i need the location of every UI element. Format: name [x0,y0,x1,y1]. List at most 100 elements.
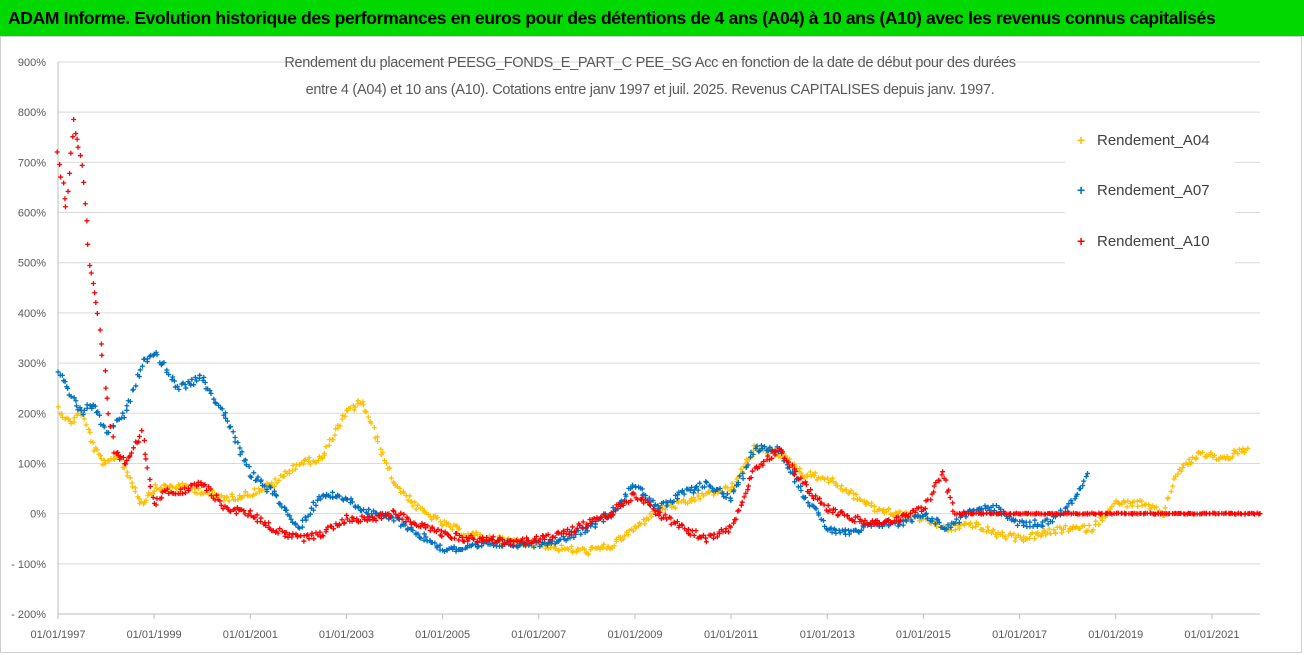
data-point [1011,531,1017,537]
data-point [1035,522,1041,528]
data-point [1204,452,1210,458]
data-point [552,546,558,552]
data-point [173,485,179,491]
data-point [687,488,693,494]
data-point [164,486,170,492]
data-point [736,474,742,480]
data-point [559,531,565,537]
data-point [258,515,264,521]
data-point [330,495,336,501]
data-point [647,511,653,517]
data-point [1257,511,1263,517]
data-point [67,170,73,176]
data-point [75,144,81,150]
y-tick-label: 0% [30,509,46,521]
data-point [672,505,678,511]
data-point [82,201,88,207]
data-point [829,475,835,481]
data-point [1059,530,1065,536]
data-point [170,374,176,380]
data-point [1139,503,1145,509]
data-point [723,495,729,501]
data-point [438,528,444,534]
data-point [413,506,419,512]
data-point [1146,502,1152,508]
data-point [992,531,998,537]
data-point [869,518,875,524]
data-point [697,496,703,502]
data-point [923,510,929,516]
data-point [943,477,949,483]
data-point [733,516,739,522]
data-point [639,495,645,501]
data-point [55,369,61,375]
data-point [848,488,854,494]
data-point [945,522,951,528]
data-point [211,396,217,402]
data-point [1168,489,1174,495]
data-point [1193,455,1199,461]
data-point [1093,511,1099,517]
data-point [829,529,835,535]
data-point [106,430,112,436]
data-point [194,378,200,384]
data-point [807,503,813,509]
data-point [223,415,229,421]
data-point [241,508,247,514]
data-point [73,398,79,404]
data-point [566,531,572,537]
data-point [812,470,818,476]
data-point [769,455,775,461]
data-point [811,496,817,502]
data-point [54,149,60,155]
data-point [330,489,336,495]
data-point [405,497,411,503]
data-point [336,493,342,499]
data-point [869,500,875,506]
data-point [731,520,737,526]
data-point [139,363,145,369]
data-point [415,531,421,537]
data-point [909,519,915,525]
data-point [85,241,91,247]
data-point [664,503,670,509]
data-point [145,493,151,499]
data-point [859,518,865,524]
data-point [728,524,734,530]
data-point [271,488,277,494]
data-point [398,510,404,516]
data-point [62,204,68,210]
data-point [262,483,268,489]
data-point [738,466,744,472]
data-point [668,521,674,527]
data-point [728,498,734,504]
data-point [59,411,65,417]
data-point [936,519,942,525]
data-point [822,476,828,482]
data-point [643,493,649,499]
data-point [613,506,619,512]
data-point [508,538,514,544]
data-point [970,525,976,531]
data-point [861,521,867,527]
data-point [1040,519,1046,525]
data-point [429,524,435,530]
data-point [154,352,160,358]
data-point [243,489,249,495]
data-point [333,426,339,432]
data-point [286,471,292,477]
data-point [79,162,85,168]
data-point [297,525,303,531]
data-point [756,464,762,470]
data-point [228,424,234,430]
data-point [803,479,809,485]
data-point [1072,496,1078,502]
data-point [178,486,184,492]
data-point [1077,526,1083,532]
data-point [956,520,962,526]
data-point [124,407,130,413]
data-point [687,532,693,538]
data-point [692,497,698,503]
data-point [890,513,896,519]
legend-label-a10: Rendement_A10 [1097,233,1210,250]
